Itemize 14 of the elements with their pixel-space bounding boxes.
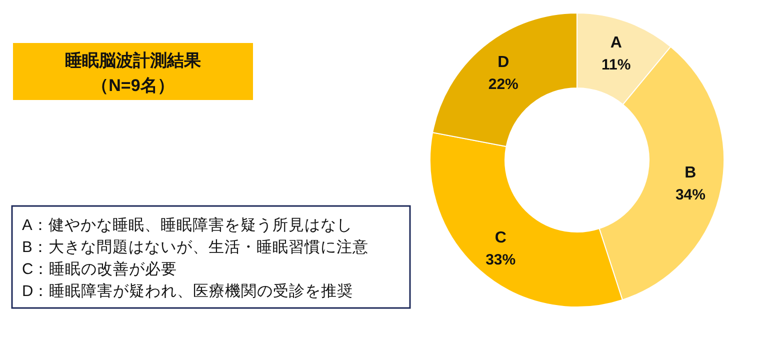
- text: A：健やかな睡眠、睡眠障害を疑う所見はなし: [22, 216, 352, 234]
- text: D：睡眠障害が疑われ、医療機関の受診を推奨: [22, 282, 354, 300]
- slice-label: D: [498, 54, 510, 72]
- data-label: 33%: [486, 252, 516, 269]
- text: B：大きな問題はないが、生活・睡眠習慣に注意: [22, 238, 368, 256]
- text: 睡眠脳波計測結果: [65, 51, 202, 70]
- slice-label: C: [494, 230, 507, 247]
- text: C：睡眠の改善が必要: [22, 260, 178, 278]
- slice-label: A: [610, 34, 622, 52]
- slice-label: B: [684, 164, 696, 182]
- data-label: 22%: [488, 76, 518, 94]
- data-label: 11%: [602, 56, 631, 74]
- text: （N=9名）: [92, 76, 174, 95]
- data-label: 34%: [675, 186, 706, 204]
